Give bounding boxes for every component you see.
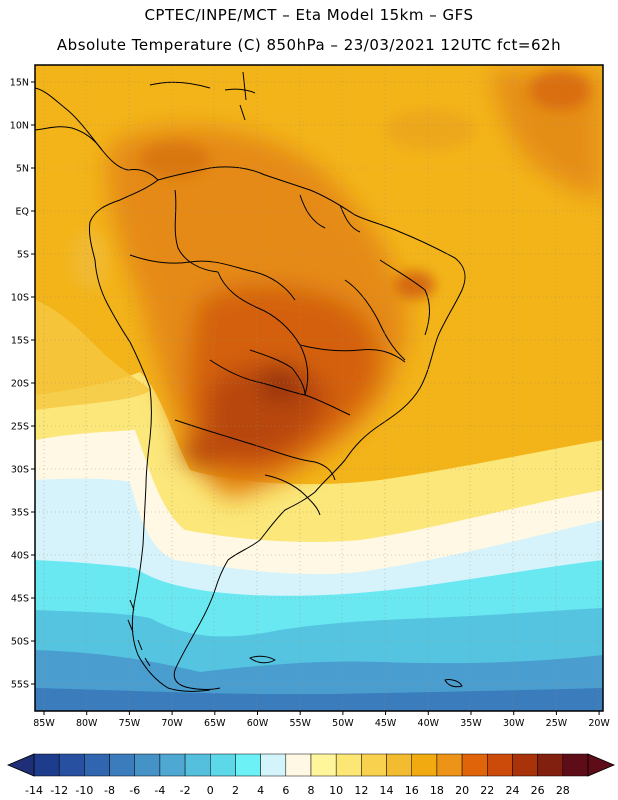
lon-label: 30W (503, 718, 525, 729)
lat-label: 50S (11, 637, 29, 648)
colorbar-label: -6 (129, 784, 140, 797)
lat-label: 45S (11, 594, 29, 605)
pacific-cool-strip (35, 300, 150, 410)
colorbar-cell (487, 753, 513, 777)
lat-label: 30S (11, 465, 29, 476)
colorbar-label: -2 (180, 784, 191, 797)
lat-label: 20S (11, 379, 29, 390)
colorbar-label: 14 (380, 784, 394, 797)
colorbar: -14 -12 -10 -8 -6 -4 -2 0 2 4 6 8 10 12 14 16 18 20 22 24 26… (6, 753, 616, 797)
lat-label: 15N (10, 78, 29, 89)
coastline-borders (35, 71, 466, 692)
colorbar-label: 26 (531, 784, 545, 797)
lat-label: 15S (11, 336, 29, 347)
colorbar-label: 0 (207, 784, 214, 797)
temperature-field (35, 65, 603, 711)
colorbar-cell (512, 753, 538, 777)
lon-label: 25W (546, 718, 568, 729)
lon-label: 75W (119, 718, 141, 729)
colorbar-cell (562, 753, 589, 777)
colorbar-label: 22 (480, 784, 494, 797)
temp-band-neg8 (35, 688, 603, 711)
map-title-line1: CPTEC/INPE/MCT – Eta Model 15km – GFS (144, 6, 474, 24)
colorbar-cell (84, 753, 110, 777)
lon-label: 70W (161, 718, 183, 729)
lon-label: 65W (204, 718, 226, 729)
colorbar-label: 12 (354, 784, 368, 797)
colorbar-cell (184, 753, 211, 777)
colorbar-label: -4 (154, 784, 165, 797)
colorbar-label: -12 (50, 784, 68, 797)
colorbar-cell (109, 753, 135, 777)
colorbar-cell (134, 753, 161, 777)
colorbar-label: 2 (232, 784, 239, 797)
colorbar-label: 16 (405, 784, 419, 797)
colorbar-label: 20 (455, 784, 469, 797)
colorbar-cell (58, 753, 85, 777)
colorbar-cell (285, 753, 312, 777)
lat-label: 40S (11, 551, 29, 562)
temp-band-24-west (181, 436, 222, 469)
latitude-labels: 15N 10N 5N EQ 5S 10S 15S 20S 25S 30S 35S 40S 45S 50S 5… (10, 78, 35, 691)
lat-lon-grid (35, 65, 603, 711)
lon-label: 35W (460, 718, 482, 729)
colorbar-cell (235, 753, 261, 777)
temp-band-26 (260, 363, 301, 402)
temperature-map: 15N 10N 5N EQ 5S 10S 15S 20S 25S 30S 35S 40S 45S 50S 5… (10, 64, 610, 729)
lon-label: 20W (588, 718, 610, 729)
map-frame (34, 64, 604, 712)
colorbar-cell (386, 753, 412, 777)
colorbar-cell (411, 753, 438, 777)
lat-label: 10S (11, 293, 29, 304)
colorbar-label: 10 (329, 784, 343, 797)
lat-label: 5S (17, 250, 29, 261)
lat-label: EQ (16, 207, 29, 218)
colorbar-label: 24 (505, 784, 519, 797)
lon-label: 85W (33, 718, 55, 729)
lat-label: 55S (11, 680, 29, 691)
colorbar-label: 28 (556, 784, 570, 797)
lon-label: 55W (289, 718, 311, 729)
lon-label: 50W (332, 718, 354, 729)
colorbar-low-arrow (6, 753, 35, 777)
colorbar-label: 8 (308, 784, 315, 797)
colorbar-cell (361, 753, 387, 777)
colorbar-cell (33, 753, 60, 777)
colorbar-cell (335, 753, 362, 777)
lon-label: 80W (76, 718, 98, 729)
colorbar-cell (210, 753, 236, 777)
colorbar-cell (310, 753, 337, 777)
colorbar-label: -14 (25, 784, 43, 797)
colorbar-label: -8 (104, 784, 115, 797)
colorbar-cell (436, 753, 463, 777)
colorbar-label: 4 (257, 784, 264, 797)
lat-label: 10N (10, 121, 29, 132)
colorbar-cell (159, 753, 186, 777)
lon-label: 40W (418, 718, 440, 729)
lat-label: 25S (11, 422, 29, 433)
colorbar-cell (461, 753, 488, 777)
lon-label: 45W (375, 718, 397, 729)
lon-label: 60W (247, 718, 269, 729)
colorbar-label: 6 (282, 784, 289, 797)
lat-label: 35S (11, 508, 29, 519)
longitude-labels: 85W 80W 75W 70W 65W 60W 55W 50W 45W 40W 35W 30W 25W 2… (33, 711, 610, 729)
colorbar-cell (260, 753, 287, 777)
colorbar-label: 18 (430, 784, 444, 797)
lat-label: 5N (16, 164, 29, 175)
colorbar-high-arrow (587, 753, 616, 777)
map-title-line2: Absolute Temperature (C) 850hPa – 23/03/… (56, 36, 562, 54)
colorbar-cell (537, 753, 564, 777)
colorbar-label: -10 (75, 784, 93, 797)
